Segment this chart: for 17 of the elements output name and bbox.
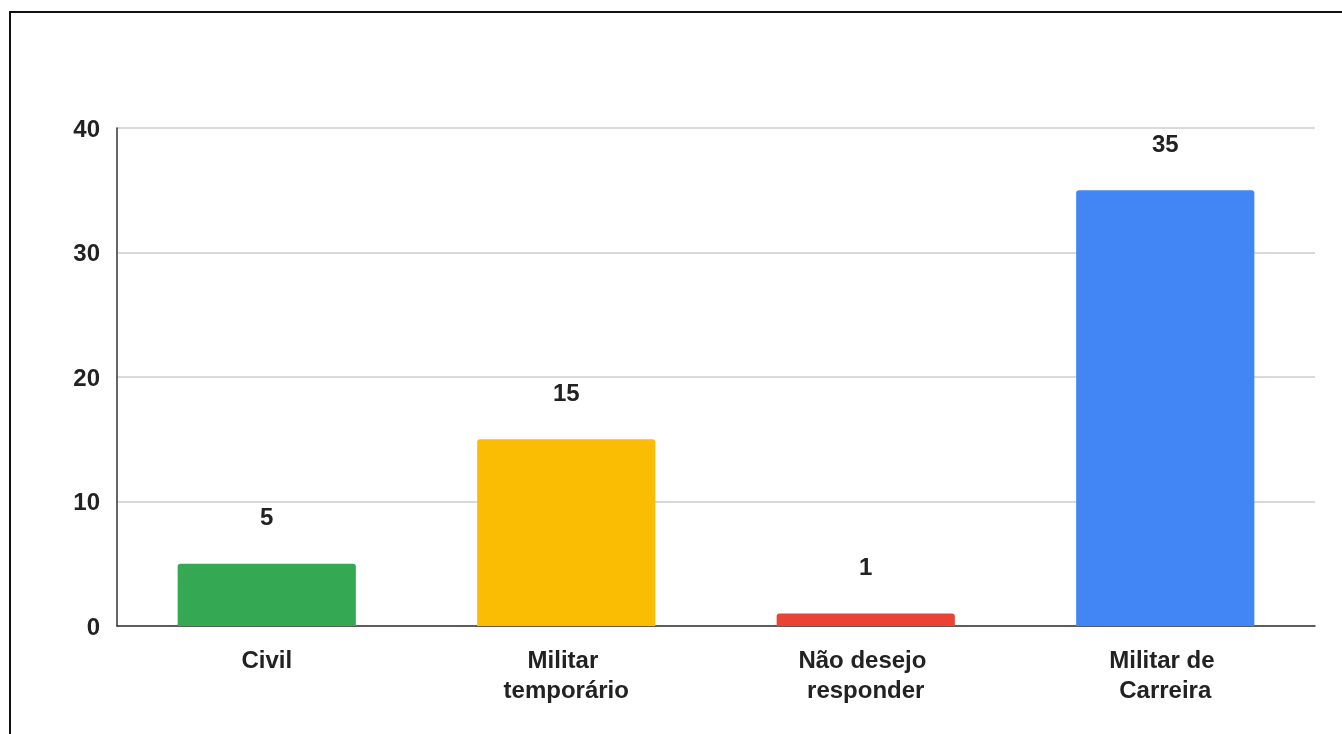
y-tick-label: 10 (73, 488, 100, 515)
x-tick-label: Militar de Carreira (1109, 645, 1222, 703)
bar (177, 563, 356, 626)
y-tick-label: 0 (86, 612, 100, 640)
y-tick-label: 40 (73, 114, 100, 142)
x-tick-label: Civil (241, 645, 293, 673)
data-label: 5 (260, 503, 274, 531)
x-tick-label: Não desejo responder (798, 645, 934, 703)
x-tick-label: Militar temporário (503, 645, 629, 703)
y-tick-label: 30 (73, 239, 100, 266)
bar (477, 439, 656, 626)
y-tick-label: 20 (73, 363, 100, 391)
bar (776, 613, 955, 626)
bar (1076, 190, 1255, 626)
data-label: 35 (1151, 129, 1179, 157)
data-label: 15 (552, 378, 580, 406)
data-label: 1 (859, 553, 873, 581)
